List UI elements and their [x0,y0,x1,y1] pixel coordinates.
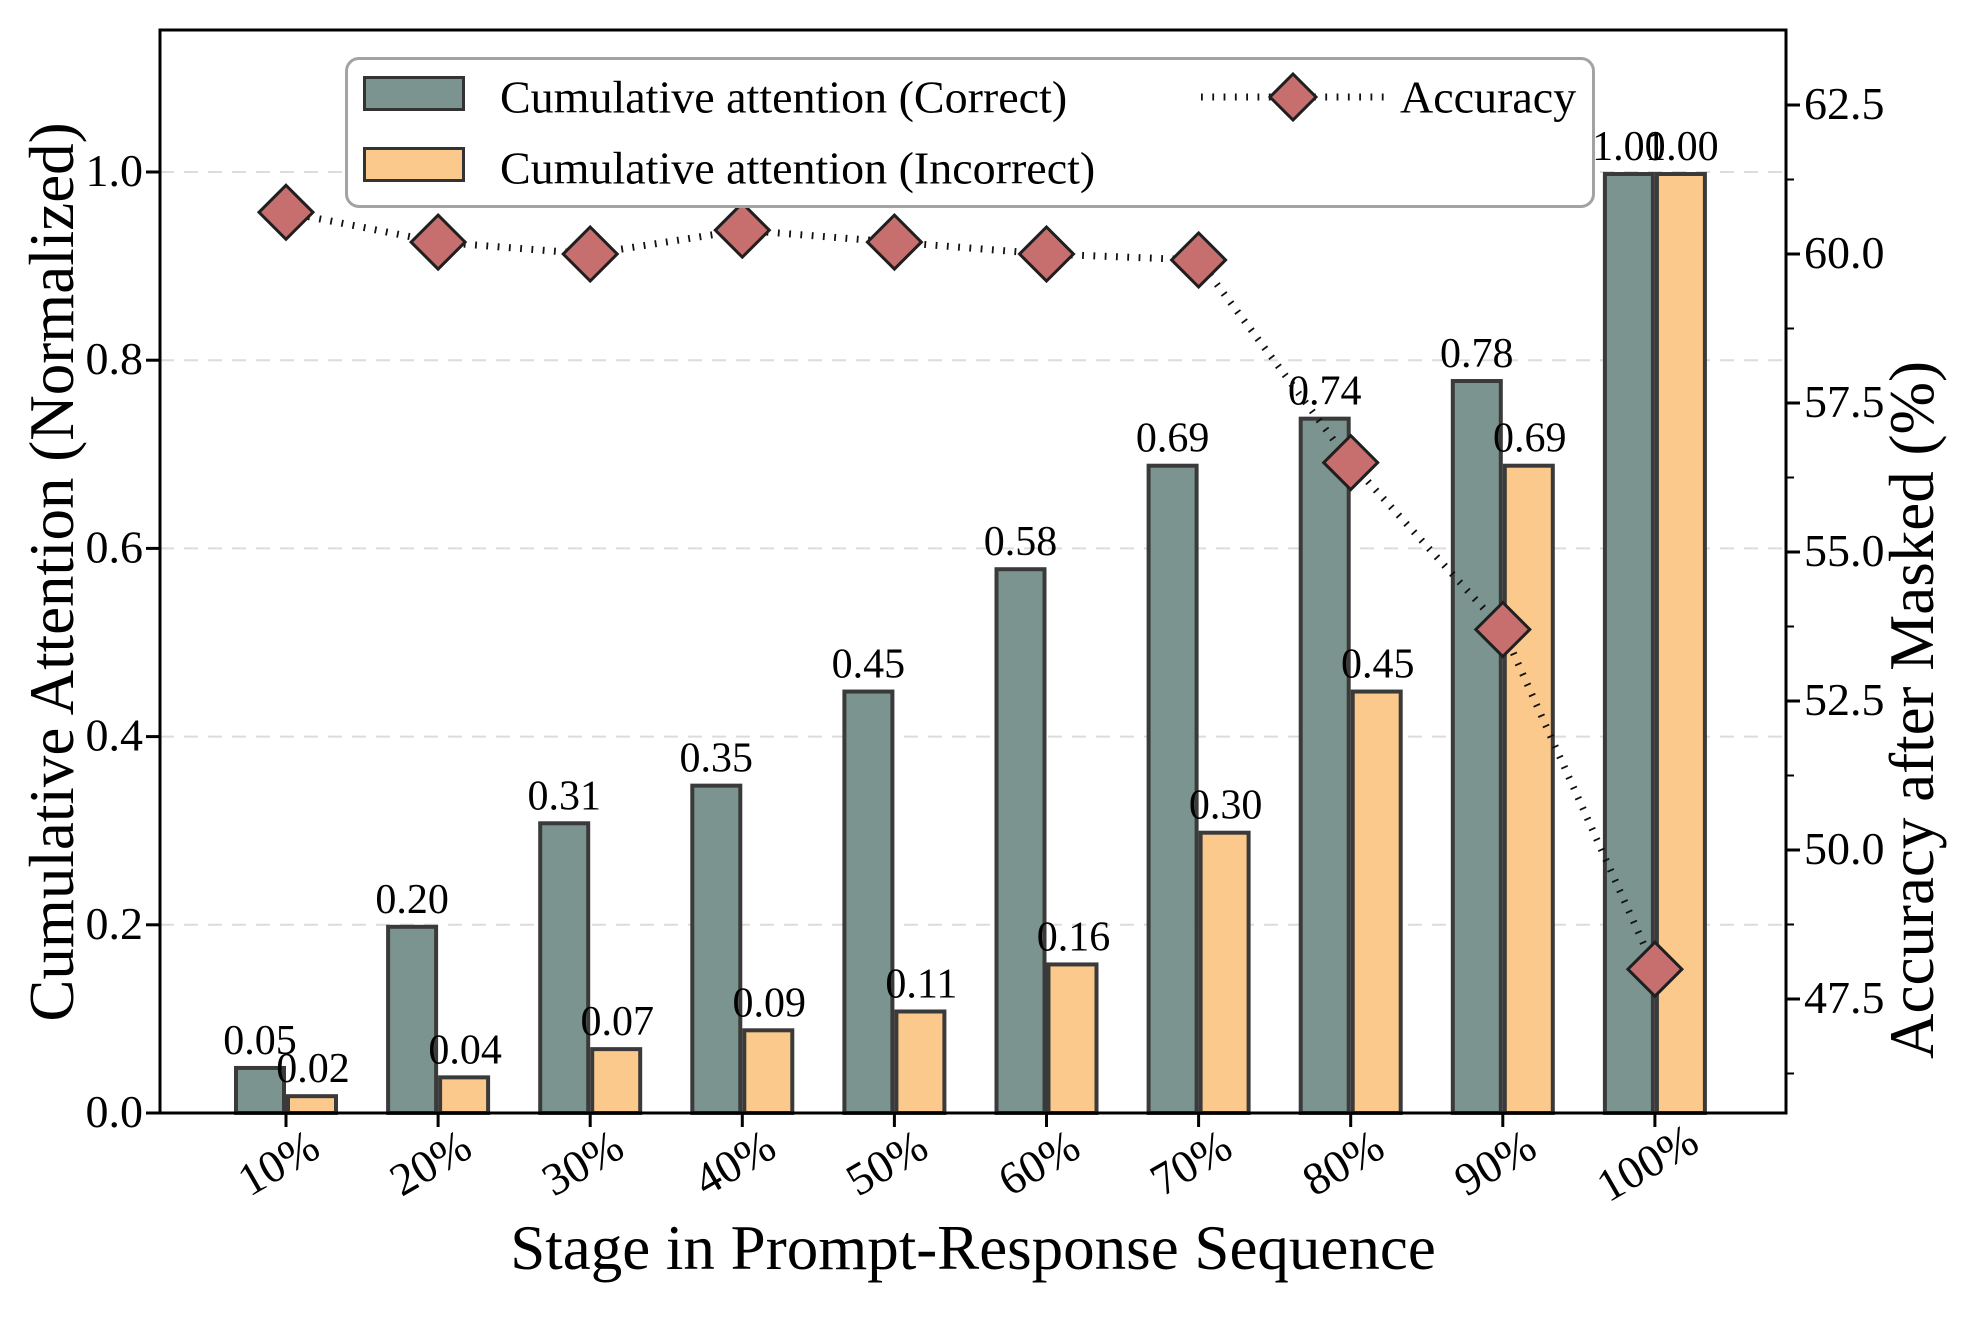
y-right-tick-label: 55.0 [1804,525,1885,576]
bar-correct-20% [386,924,439,1115]
y-left-tick-label: 0.4 [86,710,144,761]
bar-correct-80% [1298,416,1351,1116]
accuracy-marker-10% [256,183,316,242]
bar-value-label-incorrect-20%: 0.04 [428,1027,502,1073]
bar-incorrect-20% [438,1075,491,1115]
y-left-axis-title: Cumulative Attention (Normalized) [17,122,87,1022]
bar-value-label-correct-100%: 1.00 [1592,124,1666,170]
accuracy-line [285,208,1659,971]
bar-value-label-incorrect-60%: 0.16 [1037,914,1111,960]
bar-value-label-incorrect-30%: 0.07 [580,999,654,1045]
bar-value-label-incorrect-10%: 0.02 [276,1046,350,1092]
y-right-tick-label: 47.5 [1804,972,1885,1023]
x-tick-label-40%: 40% [685,1119,784,1205]
bar-incorrect-70% [1198,830,1251,1115]
bar-correct-90% [1450,379,1503,1115]
bar-value-label-incorrect-80%: 0.45 [1341,642,1415,688]
bar-value-label-incorrect-50%: 0.11 [885,961,957,1007]
bar-value-label-incorrect-90%: 0.69 [1493,416,1567,462]
bar-value-label-correct-80%: 0.74 [1288,369,1362,415]
bar-value-label-incorrect-40%: 0.09 [733,980,807,1026]
y-left-tick-label: 0.2 [86,898,144,949]
bar-incorrect-30% [590,1047,643,1116]
bar-correct-60% [994,567,1047,1115]
y-left-tick-label: 0.6 [86,521,144,572]
bar-value-label-correct-70%: 0.69 [1136,416,1210,462]
legend-swatch-correct [363,76,465,111]
bar-correct-50% [842,689,895,1115]
legend-label-incorrect: Cumulative attention (Incorrect) [500,142,1096,194]
bar-value-label-incorrect-70%: 0.30 [1189,783,1263,829]
accuracy-marker-30% [561,224,620,284]
x-axis-title: Stage in Prompt-Response Sequence [510,1213,1436,1283]
y-right-axis-title: Accuracy after Masked (%) [1877,361,1947,1059]
bar-value-label-correct-30%: 0.31 [527,773,601,819]
x-tick-label-80%: 80% [1294,1119,1393,1205]
legend-accuracy-marker-icon [1201,71,1385,123]
accuracy-marker-50% [865,212,924,272]
legend-label-correct: Cumulative attention (Correct) [500,71,1068,123]
bar-value-label-incorrect-100%: 1.00 [1645,124,1719,170]
legend: Cumulative attention (Correct) Cumulativ… [345,57,1595,208]
x-tick-label-90%: 90% [1446,1119,1545,1205]
x-tick-label-100%: 100% [1588,1114,1706,1212]
bar-incorrect-60% [1046,962,1099,1115]
y-right-tick-label: 52.5 [1804,674,1885,725]
x-tick-label-50%: 50% [837,1119,936,1205]
accuracy-marker-80% [1321,433,1380,492]
x-tick-label-70%: 70% [1142,1119,1241,1205]
plot-frame [158,28,1788,1115]
accuracy-marker-20% [408,212,468,272]
bar-value-label-correct-50%: 0.45 [832,642,906,688]
bar-correct-70% [1146,463,1199,1115]
x-tick-label-60%: 60% [989,1119,1088,1205]
accuracy-marker-40% [713,201,772,260]
y-left-tick-label: 1.0 [86,145,144,196]
accuracy-marker-100% [1625,940,1685,999]
bar-correct-10% [234,1065,286,1115]
bar-incorrect-40% [742,1028,795,1116]
bar-value-label-correct-60%: 0.58 [984,519,1058,565]
bar-value-label-correct-40%: 0.35 [680,736,754,782]
y-left-tick-label: 0.0 [86,1086,144,1137]
bar-value-label-correct-20%: 0.20 [375,877,449,923]
y-right-tick-label: 57.5 [1804,376,1885,427]
accuracy-marker-90% [1473,600,1532,659]
x-tick-label-10%: 10% [229,1119,328,1205]
y-left-tick-label: 0.8 [86,333,144,384]
bar-correct-40% [690,783,743,1116]
bar-incorrect-10% [286,1094,338,1116]
y-right-tick-label: 62.5 [1804,78,1885,129]
x-tick-label-30%: 30% [533,1119,632,1205]
y-right-tick-label: 60.0 [1804,227,1885,278]
bar-incorrect-50% [894,1009,947,1115]
bar-incorrect-80% [1350,689,1403,1115]
legend-swatch-incorrect [363,147,465,182]
legend-label-accuracy: Accuracy [1400,71,1577,123]
accuracy-marker-70% [1169,230,1228,290]
x-tick-label-20%: 20% [381,1119,480,1205]
y-right-tick-label: 50.0 [1804,823,1885,874]
bar-value-label-correct-90%: 0.78 [1440,331,1514,377]
bar-incorrect-90% [1502,463,1555,1115]
bar-value-label-correct-10%: 0.05 [223,1018,297,1064]
bar-correct-30% [538,821,591,1115]
accuracy-marker-60% [1017,224,1076,284]
